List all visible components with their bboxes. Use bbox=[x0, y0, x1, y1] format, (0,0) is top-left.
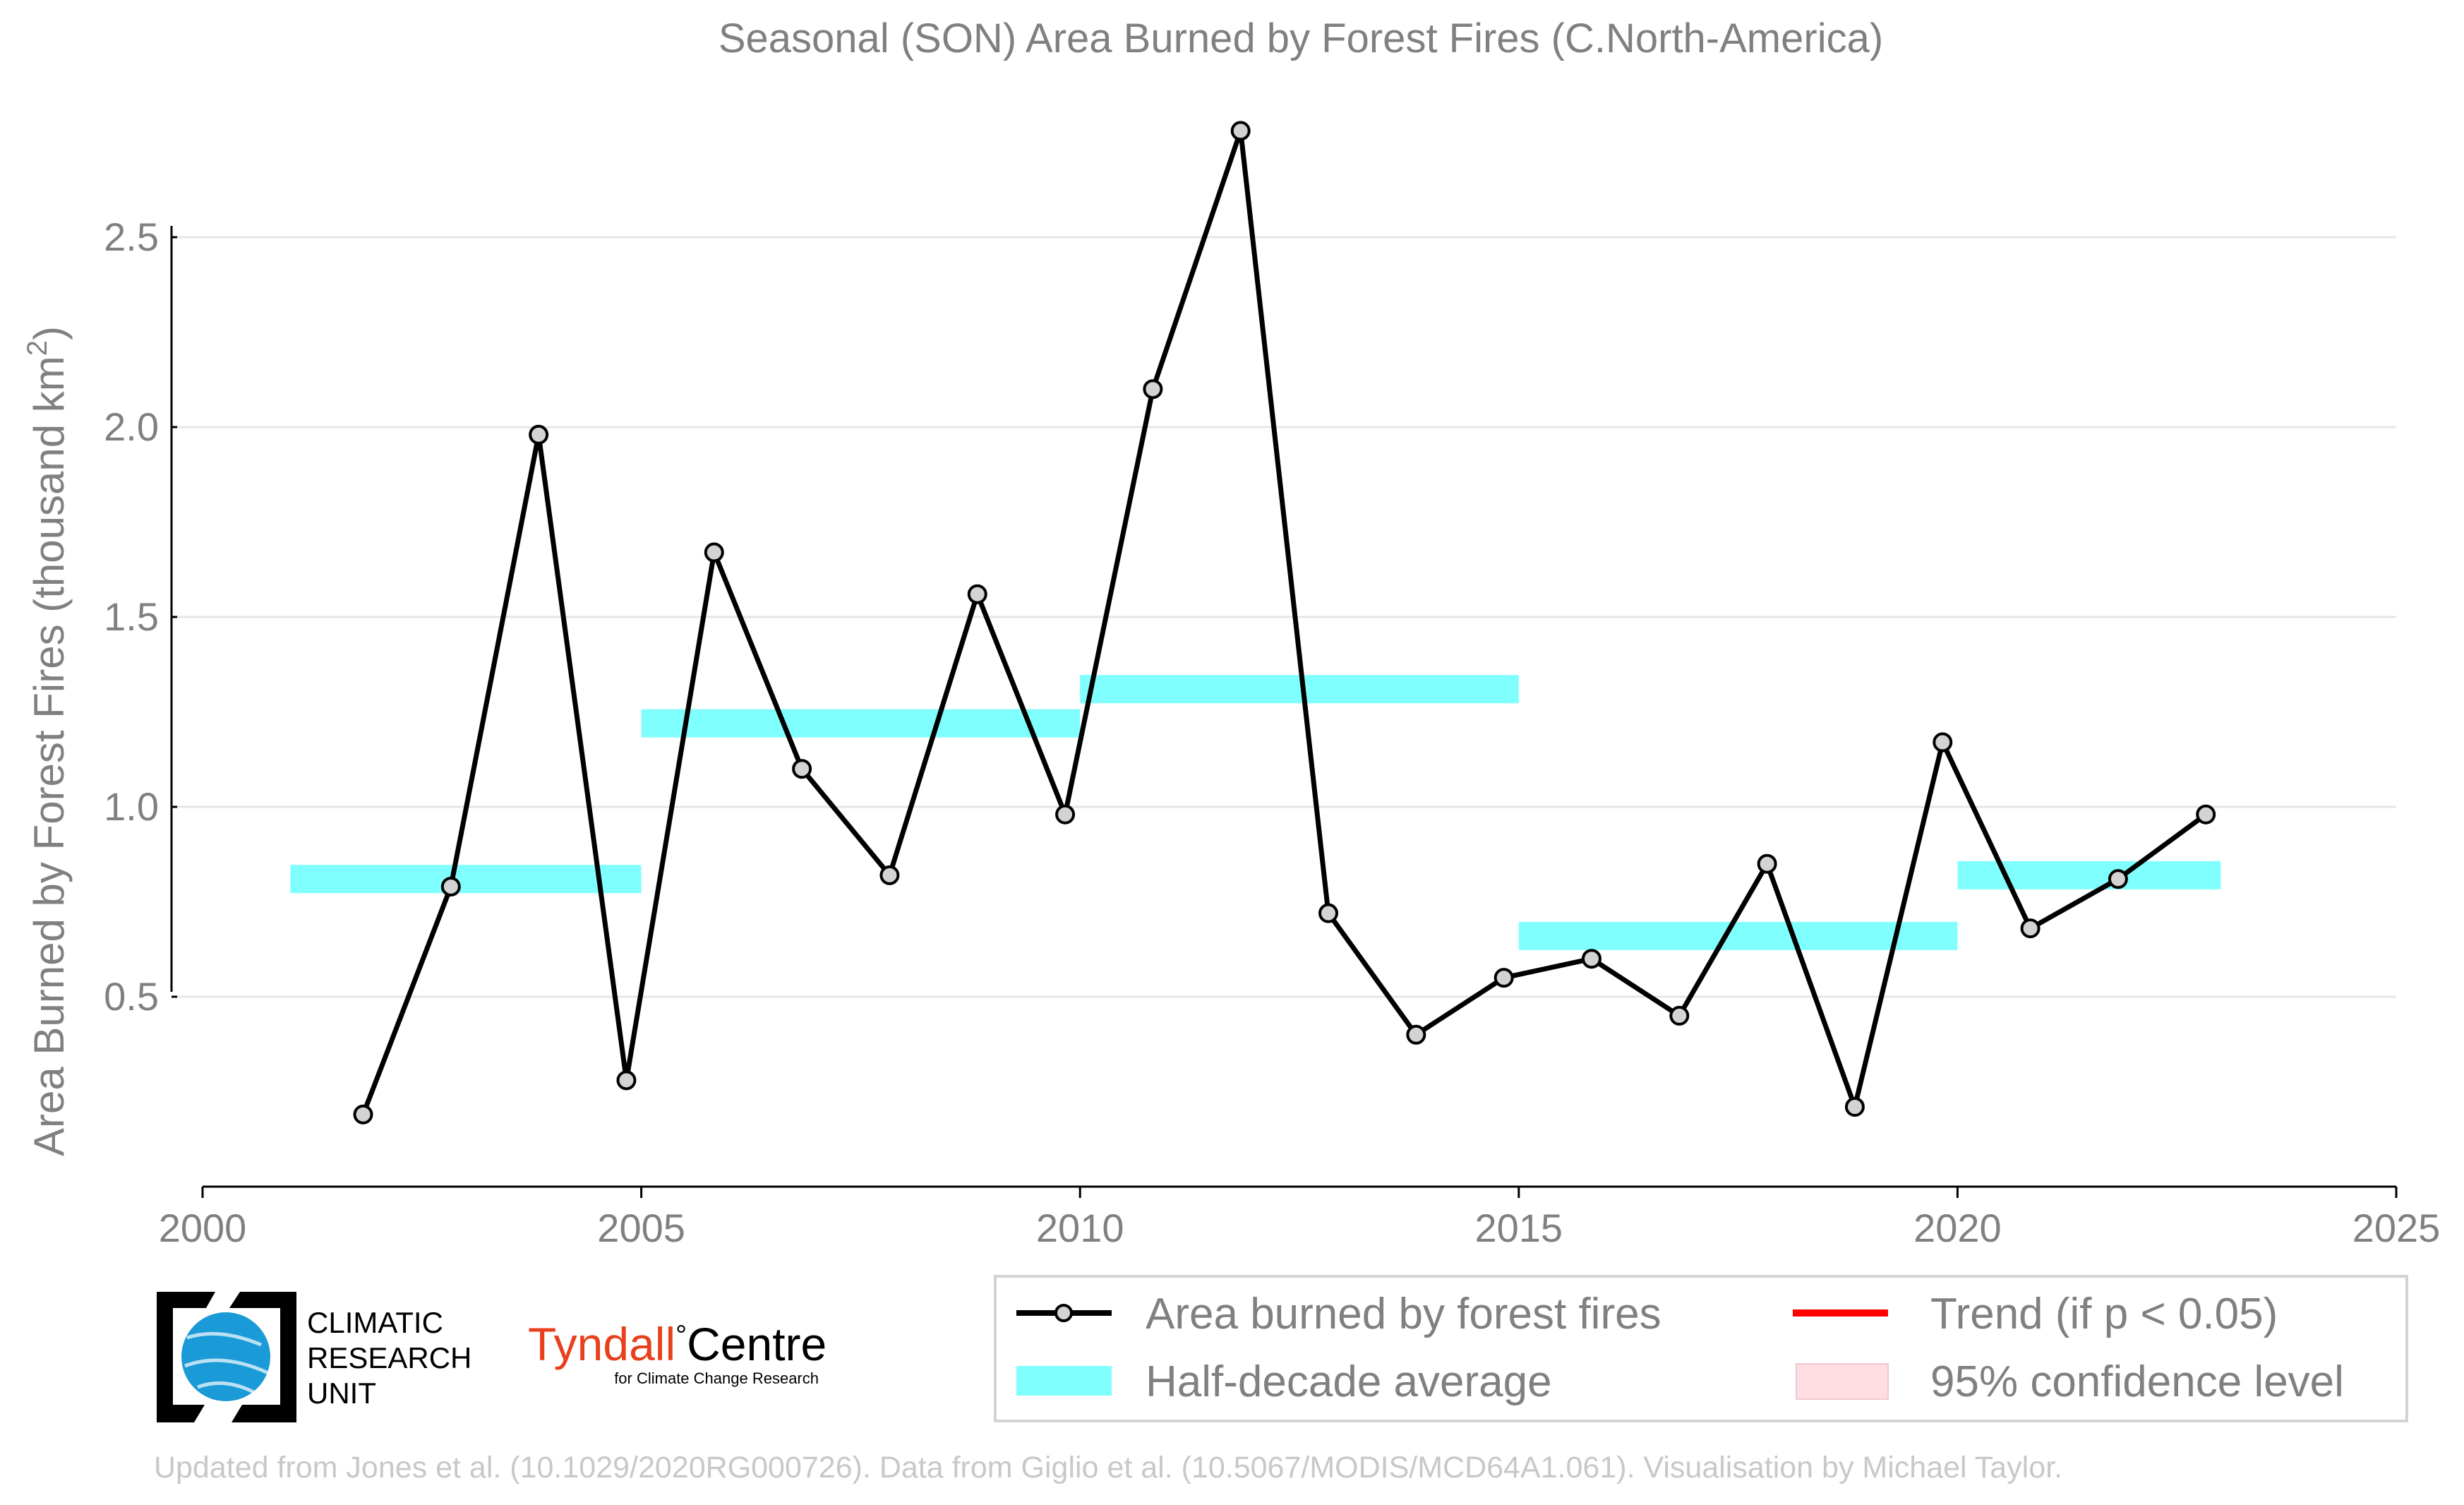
y-axis-label: Area Burned by Forest Fires (thousand km… bbox=[22, 326, 73, 1156]
data-point bbox=[2196, 804, 2216, 825]
data-point bbox=[1933, 732, 1953, 752]
tick-labels: 0.5 1.0 1.5 2.0 2.5 2000 2005 2010 2015 2020 2025 bbox=[104, 215, 2440, 1250]
legend-swatch-half-decade bbox=[1016, 1366, 1112, 1396]
tyndall-centre-word: Centre bbox=[687, 1318, 827, 1370]
tyndall-logo: Tyndall°Centre for Climate Change Resear… bbox=[528, 1318, 827, 1387]
x-tick-label: 2010 bbox=[1036, 1206, 1124, 1250]
data-point bbox=[1230, 121, 1251, 141]
data-point bbox=[879, 865, 900, 885]
legend-label-trend: Trend (if p < 0.05) bbox=[1930, 1290, 2278, 1338]
globe-icon bbox=[181, 1312, 270, 1401]
legend-label-area-burned: Area burned by forest fires bbox=[1146, 1290, 1661, 1338]
data-point bbox=[1581, 949, 1601, 969]
data-point bbox=[792, 759, 812, 779]
cru-logo: CLIMATIC RESEARCH UNIT bbox=[157, 1292, 471, 1422]
data-point bbox=[1669, 1005, 1690, 1026]
cru-text-line2: RESEARCH bbox=[307, 1341, 471, 1374]
tyndall-word: Tyndall bbox=[528, 1318, 675, 1370]
tyndall-degree: ° bbox=[675, 1320, 687, 1351]
legend-box bbox=[994, 1275, 2408, 1422]
legend: Area burned by forest fires Trend (if p … bbox=[994, 1275, 2408, 1422]
y-axis-label-superscript: 2 bbox=[22, 340, 53, 356]
x-tick-label: 2020 bbox=[1913, 1206, 2002, 1250]
footer-credits: Updated from Jones et al. (10.1029/2020R… bbox=[154, 1451, 2062, 1485]
cru-text-line1: CLIMATIC bbox=[307, 1306, 443, 1339]
data-point bbox=[529, 424, 549, 445]
data-point bbox=[616, 1070, 637, 1091]
data-point bbox=[967, 584, 987, 604]
series-line-area-burned bbox=[361, 128, 2208, 1116]
x-tick-label: 2000 bbox=[159, 1206, 247, 1250]
data-point bbox=[1406, 1024, 1426, 1045]
data-point bbox=[440, 876, 461, 897]
globe-lines-icon bbox=[184, 1331, 270, 1396]
y-tick-label: 2.5 bbox=[104, 215, 159, 259]
half-decade-bars bbox=[290, 675, 2221, 950]
y-tick-label: 2.0 bbox=[104, 404, 159, 449]
tyndall-subtitle: for Climate Change Research bbox=[614, 1369, 819, 1387]
data-point bbox=[1318, 903, 1339, 923]
half-decade-bar bbox=[1080, 675, 1519, 704]
axes bbox=[170, 226, 2398, 1198]
y-tick-label: 0.5 bbox=[104, 974, 159, 1019]
y-axis-label-main: Area Burned by Forest Fires (thousand km bbox=[25, 356, 73, 1156]
x-tick-label: 2005 bbox=[597, 1206, 685, 1250]
cru-bracket-left bbox=[157, 1292, 215, 1422]
data-point bbox=[704, 542, 724, 563]
y-tick-label: 1.5 bbox=[104, 594, 159, 639]
x-tick-label: 2025 bbox=[2352, 1206, 2441, 1250]
legend-label-half-decade: Half-decade average bbox=[1146, 1357, 1552, 1406]
tyndall-title: Tyndall°Centre bbox=[528, 1318, 827, 1370]
half-decade-bar bbox=[641, 709, 1081, 738]
half-decade-bar bbox=[1518, 921, 1958, 950]
data-point bbox=[1844, 1097, 1865, 1117]
series-layer bbox=[353, 121, 2216, 1125]
x-tick-label: 2015 bbox=[1475, 1206, 1563, 1250]
chart-title: Seasonal (SON) Area Burned by Forest Fir… bbox=[719, 16, 1883, 61]
data-point bbox=[353, 1104, 373, 1125]
half-decade-bar bbox=[1957, 861, 2221, 889]
legend-label-confidence: 95% confidence level bbox=[1930, 1357, 2344, 1406]
data-point bbox=[1757, 853, 1777, 874]
legend-marker-area-burned bbox=[1054, 1304, 1073, 1322]
y-tick-label: 1.0 bbox=[104, 784, 159, 829]
cru-bracket-right bbox=[229, 1292, 296, 1422]
half-decade-bar bbox=[290, 865, 642, 894]
data-point bbox=[2108, 869, 2128, 889]
y-axis-label-close: ) bbox=[25, 326, 73, 340]
data-point bbox=[1055, 804, 1076, 825]
data-point bbox=[2020, 918, 2041, 939]
data-point bbox=[1494, 968, 1514, 988]
data-point bbox=[1143, 379, 1163, 400]
legend-swatch-confidence bbox=[1796, 1363, 1889, 1400]
cru-text-line3: UNIT bbox=[307, 1377, 376, 1410]
